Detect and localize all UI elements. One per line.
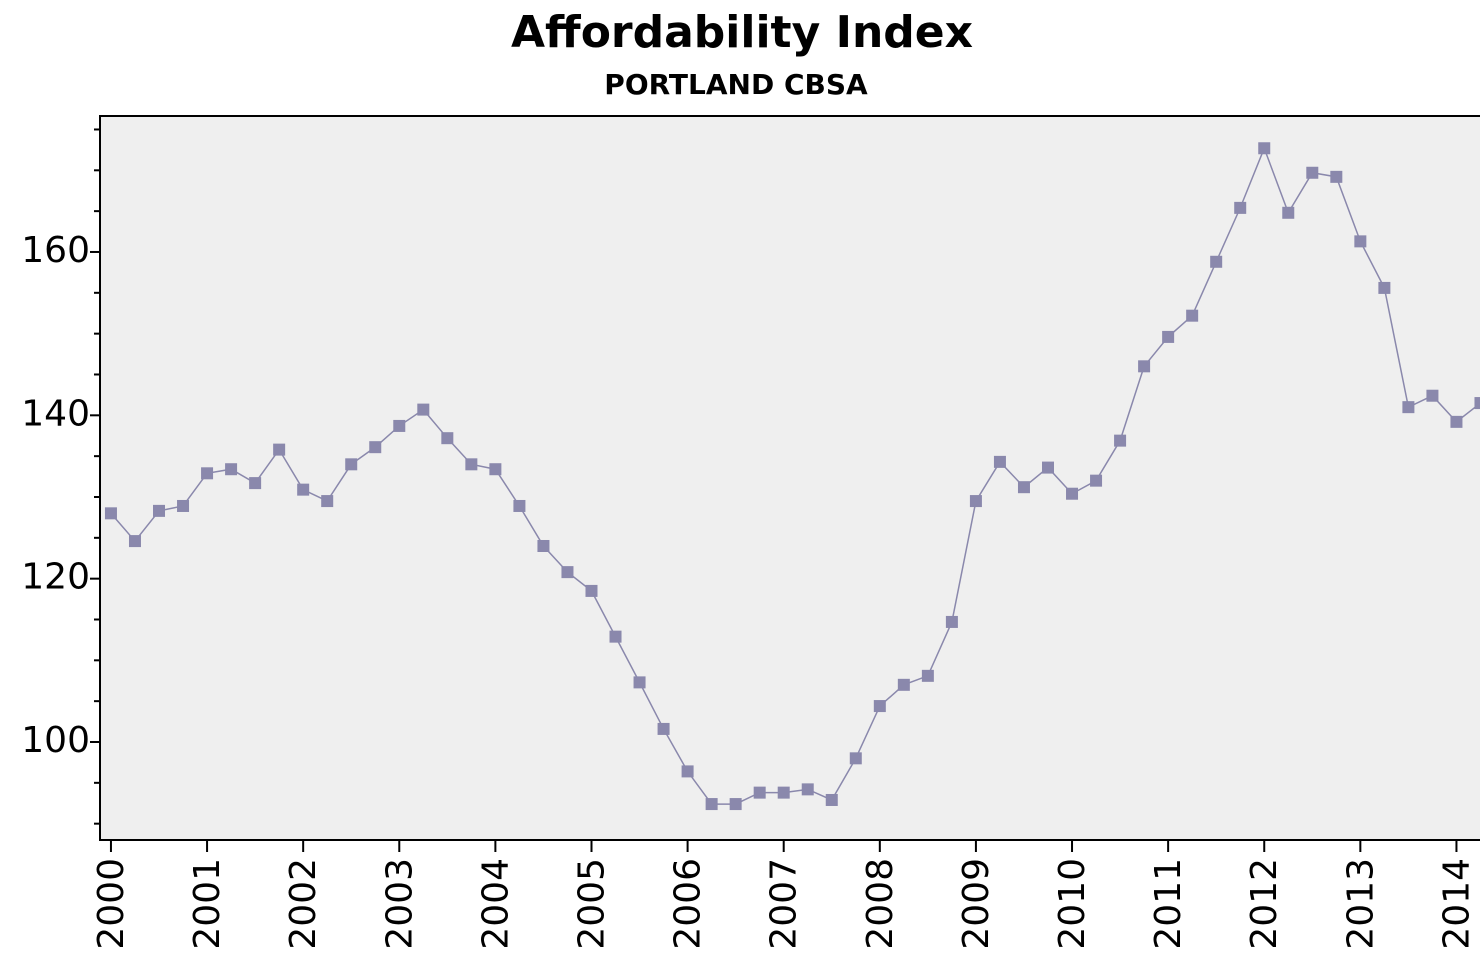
- point: [369, 441, 382, 454]
- point: [1138, 360, 1151, 373]
- x-tick-label: 2009: [956, 858, 997, 950]
- x-tick-label: 2012: [1244, 858, 1285, 950]
- point: [537, 539, 550, 552]
- point: [1306, 166, 1319, 179]
- point: [993, 455, 1006, 468]
- point: [825, 793, 838, 806]
- point: [489, 463, 502, 476]
- point: [1474, 397, 1480, 410]
- point: [777, 786, 790, 799]
- point: [1162, 330, 1175, 343]
- point: [1210, 255, 1223, 268]
- point: [969, 495, 982, 508]
- point: [441, 432, 454, 445]
- point: [921, 669, 934, 682]
- y-tick-label: 140: [21, 393, 90, 434]
- chart-title: Affordability Index: [511, 7, 973, 58]
- x-tick-label: 2003: [379, 858, 420, 950]
- point: [1426, 389, 1439, 402]
- x-tick-label: 2006: [668, 858, 709, 950]
- y-tick-label: 120: [21, 557, 90, 598]
- x-tick-label: 2014: [1436, 858, 1477, 950]
- x-tick-label: 2000: [91, 858, 132, 950]
- point: [1378, 281, 1391, 294]
- point: [1258, 142, 1271, 155]
- point: [128, 535, 141, 548]
- point: [417, 403, 430, 416]
- point: [1041, 461, 1054, 474]
- point: [1450, 415, 1463, 428]
- point: [681, 765, 694, 778]
- point: [753, 786, 766, 799]
- point: [1186, 309, 1199, 322]
- x-tick-label: 2004: [475, 858, 516, 950]
- plot-area: [99, 115, 1480, 841]
- x-tick-label: 2008: [860, 858, 901, 950]
- x-tick-label: 2013: [1340, 858, 1381, 950]
- point: [585, 584, 598, 597]
- point: [633, 676, 646, 689]
- point: [297, 483, 310, 496]
- y-tick-label: 100: [21, 720, 90, 761]
- y-tick-label: 160: [21, 230, 90, 271]
- point: [1066, 487, 1079, 500]
- chart-subtitle: PORTLAND CBSA: [604, 68, 868, 101]
- point: [1234, 201, 1247, 214]
- point: [321, 495, 334, 508]
- point: [393, 419, 406, 432]
- point: [561, 566, 574, 579]
- plot-content: [104, 142, 1480, 811]
- point: [345, 458, 358, 471]
- point: [465, 458, 478, 471]
- point: [201, 467, 214, 480]
- point: [249, 477, 262, 490]
- point: [1330, 170, 1343, 183]
- point: [225, 463, 238, 476]
- point: [705, 798, 718, 811]
- point: [801, 783, 814, 796]
- point: [177, 499, 190, 512]
- point: [945, 615, 958, 628]
- point: [849, 752, 862, 765]
- point: [1354, 235, 1367, 248]
- point: [657, 722, 670, 735]
- x-tick-label: 2001: [187, 858, 228, 950]
- x-tick-label: 2002: [283, 858, 324, 950]
- point: [729, 798, 742, 811]
- point: [273, 443, 286, 456]
- point: [897, 678, 910, 691]
- line: [110, 146, 1480, 805]
- point: [513, 499, 526, 512]
- x-tick-label: 2011: [1148, 858, 1189, 950]
- point: [1114, 434, 1127, 447]
- point: [1090, 474, 1103, 487]
- point: [1402, 401, 1415, 414]
- x-tick-label: 2010: [1052, 858, 1093, 950]
- point: [1017, 481, 1030, 494]
- x-tick-label: 2005: [571, 858, 612, 950]
- point: [873, 700, 886, 713]
- x-tick-label: 2007: [764, 858, 805, 950]
- point: [104, 507, 117, 520]
- point: [1282, 206, 1295, 219]
- point: [153, 504, 166, 517]
- point: [609, 630, 622, 643]
